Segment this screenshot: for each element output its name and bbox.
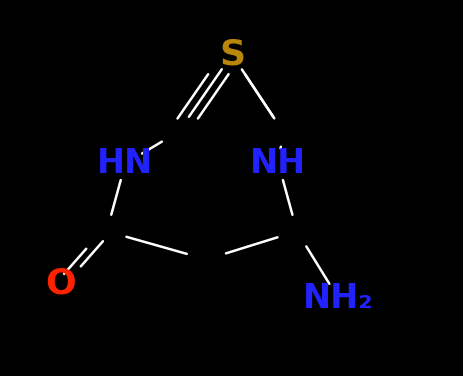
Text: NH: NH: [250, 147, 306, 180]
Text: S: S: [219, 38, 244, 71]
Text: O: O: [45, 267, 75, 301]
Text: NH₂: NH₂: [303, 282, 373, 315]
Text: HN: HN: [97, 147, 153, 180]
